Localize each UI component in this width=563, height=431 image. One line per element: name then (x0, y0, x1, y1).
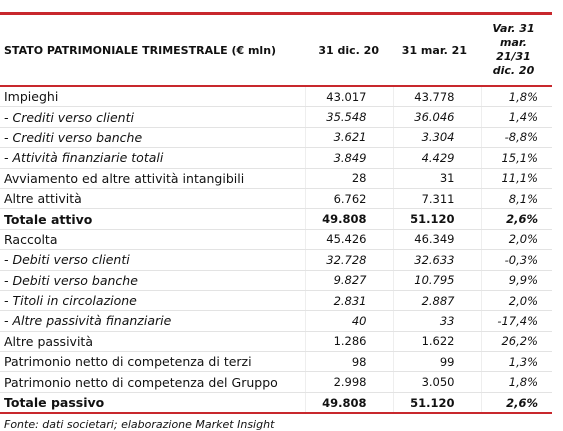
table-body: Impieghi 43.017 43.778 1,8% - Crediti verso … (0, 86, 552, 415)
table-cell: - Crediti verso banche (0, 127, 305, 149)
table-row: Patrimonio netto di competenza di terzi 9… (0, 351, 552, 373)
table-cell: -17,4% (480, 310, 552, 332)
table-cell: 43.778 (392, 86, 481, 108)
table-cell: 1,8% (480, 86, 552, 108)
table-cell: Altre attività (0, 188, 305, 210)
table-cell: 3.621 (304, 127, 393, 149)
table-cell: 9.827 (304, 270, 393, 291)
table-row: Totale passivo 49.808 51.120 2,6% (0, 392, 552, 415)
table-cell: - Attività finanziarie totali (0, 147, 305, 169)
table-cell: 51.120 (392, 392, 481, 415)
table-row: Avviamento ed altre attività intangibili… (0, 168, 552, 189)
table-cell: 51.120 (392, 208, 481, 230)
header-cell: Var. 31 mar. 21/31 dic. 20 (481, 13, 552, 87)
table-cell: 1.622 (392, 331, 481, 353)
table-cell: 28 (304, 168, 393, 189)
header-cell: STATO PATRIMONIALE TRIMESTRALE (€ mln) (0, 13, 305, 87)
table-cell: 11,1% (480, 168, 552, 189)
table-cell: 99 (392, 351, 481, 373)
table-cell: Raccolta (0, 229, 305, 251)
table-row: - Debiti verso clienti 32.728 32.633 -0,3% (0, 249, 552, 271)
table-cell: -8,8% (480, 127, 552, 149)
header-cell: 31 dic. 20 (305, 13, 393, 87)
table-cell: 31 (392, 168, 481, 189)
table-row: - Altre passività finanziarie 40 33 -17,4% (0, 310, 552, 332)
table-cell: Impieghi (0, 86, 305, 108)
table-cell: 9,9% (480, 270, 552, 291)
table-container: STATO PATRIMONIALE TRIMESTRALE (€ mln) 3… (0, 12, 556, 431)
table-cell: - Altre passività finanziarie (0, 310, 305, 332)
footnote: Fonte: dati societari; elaborazione Mark… (4, 418, 275, 431)
table-cell: 32.633 (392, 249, 481, 271)
table-cell: 49.808 (304, 392, 393, 415)
table-cell: 1,8% (480, 371, 552, 393)
table-cell: - Crediti verso clienti (0, 106, 305, 128)
table-cell: 49.808 (304, 208, 393, 230)
table-row: - Crediti verso banche 3.621 3.304 -8,8% (0, 127, 552, 149)
table-cell: 7.311 (392, 188, 481, 210)
table-cell: 98 (304, 351, 393, 373)
table-cell: - Debiti verso banche (0, 270, 305, 291)
table-cell: 2,0% (480, 290, 552, 312)
table-cell: 40 (304, 310, 393, 332)
table-cell: 15,1% (480, 147, 552, 169)
table-cell: 45.426 (304, 229, 393, 251)
table-row: - Attività finanziarie totali 3.849 4.429 1… (0, 147, 552, 169)
table-cell: Patrimonio netto di competenza del Grupp… (0, 371, 305, 393)
table-cell: 3.849 (304, 147, 393, 169)
table-cell: 1,3% (480, 351, 552, 373)
table-row: Patrimonio netto di competenza del Grupp… (0, 371, 552, 393)
table-row: Impieghi 43.017 43.778 1,8% (0, 86, 552, 108)
table-cell: 4.429 (392, 147, 481, 169)
table-cell: 2.831 (304, 290, 393, 312)
table-cell: 35.548 (304, 106, 393, 128)
table-cell: - Titoli in circolazione (0, 290, 305, 312)
table-cell: 43.017 (304, 86, 393, 108)
table-cell: 32.728 (304, 249, 393, 271)
table-cell: Totale passivo (0, 392, 305, 415)
table-row: - Titoli in circolazione 2.831 2.887 2,0% (0, 290, 552, 312)
header-cell: 31 mar. 21 (393, 13, 481, 87)
table-row: Raccolta 45.426 46.349 2,0% (0, 229, 552, 251)
table-row: Altre attività 6.762 7.311 8,1% (0, 188, 552, 210)
table-row: Altre passività 1.286 1.622 26,2% (0, 331, 552, 353)
table-cell: 26,2% (480, 331, 552, 353)
table-cell: 2,6% (480, 392, 552, 415)
table-cell: 2,0% (480, 229, 552, 251)
table-cell: 46.349 (392, 229, 481, 251)
table-cell: Totale attivo (0, 208, 305, 230)
table-cell: 36.046 (392, 106, 481, 128)
table-cell: - Debiti verso clienti (0, 249, 305, 271)
table-cell: 2.887 (392, 290, 481, 312)
table-cell: 1.286 (304, 331, 393, 353)
table-row: Totale attivo 49.808 51.120 2,6% (0, 208, 552, 230)
table-row: - Debiti verso banche 9.827 10.795 9,9% (0, 270, 552, 291)
balance-sheet-table: STATO PATRIMONIALE TRIMESTRALE (€ mln) 3… (0, 12, 552, 415)
table-cell: 6.762 (304, 188, 393, 210)
table-cell: 33 (392, 310, 481, 332)
table-cell: Patrimonio netto di competenza di terzi (0, 351, 305, 373)
table-cell: -0,3% (480, 249, 552, 271)
table-cell: 3.304 (392, 127, 481, 149)
table-cell: 2.998 (304, 371, 393, 393)
table-cell: 2,6% (480, 208, 552, 230)
table-cell: 8,1% (480, 188, 552, 210)
header-row: STATO PATRIMONIALE TRIMESTRALE (€ mln) 3… (0, 13, 552, 87)
table-cell: Altre passività (0, 331, 305, 353)
table-cell: 3.050 (392, 371, 481, 393)
table-cell: 10.795 (392, 270, 481, 291)
table-row: - Crediti verso clienti 35.548 36.046 1,4% (0, 106, 552, 128)
table-cell: 1,4% (480, 106, 552, 128)
table-cell: Avviamento ed altre attività intangibili (0, 168, 305, 189)
